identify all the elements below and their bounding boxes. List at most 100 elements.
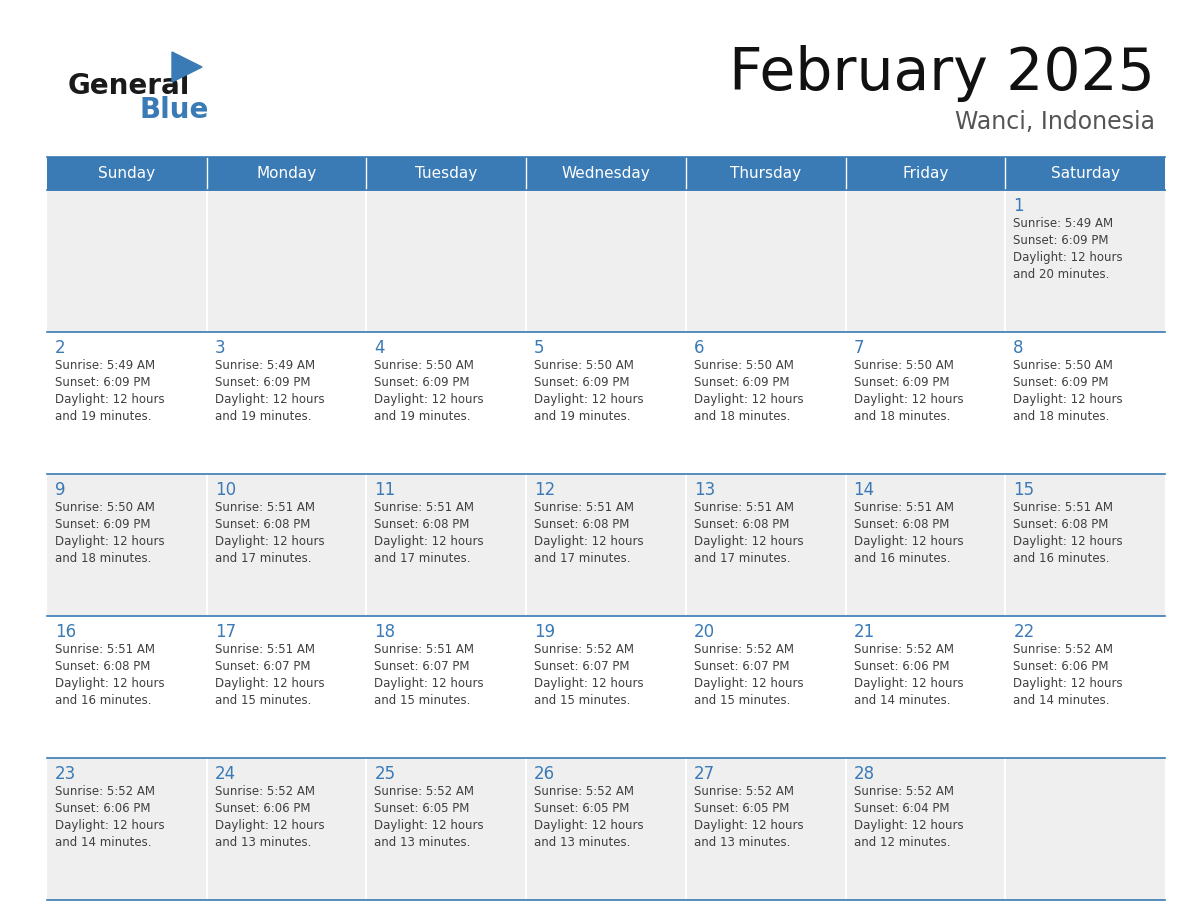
Text: Daylight: 12 hours: Daylight: 12 hours [374, 677, 484, 690]
Text: Sunset: 6:08 PM: Sunset: 6:08 PM [694, 518, 789, 531]
Text: Sunrise: 5:50 AM: Sunrise: 5:50 AM [694, 359, 794, 372]
Text: Sunrise: 5:52 AM: Sunrise: 5:52 AM [694, 785, 794, 798]
Text: and 20 minutes.: and 20 minutes. [1013, 268, 1110, 281]
Text: Sunset: 6:05 PM: Sunset: 6:05 PM [374, 802, 469, 815]
Bar [48, 190, 1165, 332]
Text: and 19 minutes.: and 19 minutes. [535, 410, 631, 423]
Text: Sunrise: 5:50 AM: Sunrise: 5:50 AM [374, 359, 474, 372]
Text: 22: 22 [1013, 623, 1035, 641]
Text: Daylight: 12 hours: Daylight: 12 hours [535, 819, 644, 832]
Text: Daylight: 12 hours: Daylight: 12 hours [1013, 677, 1123, 690]
Text: Wednesday: Wednesday [562, 166, 650, 181]
Text: Daylight: 12 hours: Daylight: 12 hours [215, 535, 324, 548]
Text: Daylight: 12 hours: Daylight: 12 hours [374, 819, 484, 832]
Text: and 15 minutes.: and 15 minutes. [374, 694, 470, 707]
Bar [48, 332, 1165, 474]
Text: 14: 14 [853, 481, 874, 499]
Text: and 17 minutes.: and 17 minutes. [694, 552, 790, 565]
Text: and 14 minutes.: and 14 minutes. [55, 836, 152, 849]
Text: Sunrise: 5:52 AM: Sunrise: 5:52 AM [535, 643, 634, 656]
Text: Daylight: 12 hours: Daylight: 12 hours [535, 393, 644, 406]
Text: Daylight: 12 hours: Daylight: 12 hours [853, 677, 963, 690]
Text: Daylight: 12 hours: Daylight: 12 hours [374, 535, 484, 548]
Text: Sunrise: 5:49 AM: Sunrise: 5:49 AM [1013, 217, 1113, 230]
Text: Daylight: 12 hours: Daylight: 12 hours [1013, 535, 1123, 548]
Text: and 18 minutes.: and 18 minutes. [1013, 410, 1110, 423]
Text: 21: 21 [853, 623, 874, 641]
Text: Sunset: 6:09 PM: Sunset: 6:09 PM [215, 376, 310, 389]
Text: and 15 minutes.: and 15 minutes. [535, 694, 631, 707]
Text: Daylight: 12 hours: Daylight: 12 hours [853, 535, 963, 548]
Text: Sunset: 6:04 PM: Sunset: 6:04 PM [853, 802, 949, 815]
Text: and 16 minutes.: and 16 minutes. [853, 552, 950, 565]
Bar [366, 157, 526, 190]
Text: 17: 17 [215, 623, 236, 641]
Text: and 17 minutes.: and 17 minutes. [535, 552, 631, 565]
Text: Sunrise: 5:52 AM: Sunrise: 5:52 AM [374, 785, 474, 798]
Text: Sunset: 6:09 PM: Sunset: 6:09 PM [1013, 376, 1108, 389]
Text: February 2025: February 2025 [729, 45, 1155, 102]
Text: 13: 13 [694, 481, 715, 499]
Text: and 12 minutes.: and 12 minutes. [853, 836, 950, 849]
Text: Daylight: 12 hours: Daylight: 12 hours [694, 677, 803, 690]
Text: Tuesday: Tuesday [415, 166, 478, 181]
Text: Daylight: 12 hours: Daylight: 12 hours [55, 819, 165, 832]
Text: Sunset: 6:08 PM: Sunset: 6:08 PM [1013, 518, 1108, 531]
Text: 18: 18 [374, 623, 396, 641]
Text: 16: 16 [55, 623, 76, 641]
Text: Daylight: 12 hours: Daylight: 12 hours [215, 677, 324, 690]
Text: and 14 minutes.: and 14 minutes. [1013, 694, 1110, 707]
Text: Sunset: 6:08 PM: Sunset: 6:08 PM [55, 660, 151, 673]
Text: Daylight: 12 hours: Daylight: 12 hours [215, 819, 324, 832]
Text: Daylight: 12 hours: Daylight: 12 hours [535, 535, 644, 548]
Text: 2: 2 [55, 339, 65, 357]
Text: Daylight: 12 hours: Daylight: 12 hours [374, 393, 484, 406]
Text: and 17 minutes.: and 17 minutes. [374, 552, 470, 565]
Text: Daylight: 12 hours: Daylight: 12 hours [694, 393, 803, 406]
Text: Sunrise: 5:52 AM: Sunrise: 5:52 AM [694, 643, 794, 656]
Text: Friday: Friday [902, 166, 948, 181]
Bar [48, 758, 1165, 900]
Text: Sunrise: 5:51 AM: Sunrise: 5:51 AM [1013, 501, 1113, 514]
Text: Sunset: 6:09 PM: Sunset: 6:09 PM [1013, 234, 1108, 247]
Text: Sunrise: 5:50 AM: Sunrise: 5:50 AM [1013, 359, 1113, 372]
Text: 11: 11 [374, 481, 396, 499]
Text: Sunrise: 5:51 AM: Sunrise: 5:51 AM [215, 643, 315, 656]
Text: Daylight: 12 hours: Daylight: 12 hours [215, 393, 324, 406]
Text: Sunset: 6:09 PM: Sunset: 6:09 PM [694, 376, 789, 389]
Text: 4: 4 [374, 339, 385, 357]
Text: Sunrise: 5:49 AM: Sunrise: 5:49 AM [55, 359, 156, 372]
Text: Sunset: 6:07 PM: Sunset: 6:07 PM [535, 660, 630, 673]
Text: Sunset: 6:06 PM: Sunset: 6:06 PM [853, 660, 949, 673]
Text: 28: 28 [853, 765, 874, 783]
Text: 6: 6 [694, 339, 704, 357]
Text: 7: 7 [853, 339, 864, 357]
Text: Sunrise: 5:52 AM: Sunrise: 5:52 AM [55, 785, 154, 798]
Text: Sunday: Sunday [99, 166, 156, 181]
Text: Saturday: Saturday [1050, 166, 1119, 181]
Text: and 15 minutes.: and 15 minutes. [694, 694, 790, 707]
Text: Sunset: 6:05 PM: Sunset: 6:05 PM [694, 802, 789, 815]
Text: and 19 minutes.: and 19 minutes. [215, 410, 311, 423]
Text: Monday: Monday [257, 166, 317, 181]
Text: 3: 3 [215, 339, 226, 357]
Text: and 18 minutes.: and 18 minutes. [853, 410, 950, 423]
Bar [526, 157, 685, 190]
Text: and 15 minutes.: and 15 minutes. [215, 694, 311, 707]
Text: Sunrise: 5:51 AM: Sunrise: 5:51 AM [215, 501, 315, 514]
Text: 19: 19 [535, 623, 555, 641]
Text: 12: 12 [535, 481, 556, 499]
Text: 1: 1 [1013, 197, 1024, 215]
Text: 20: 20 [694, 623, 715, 641]
Text: Daylight: 12 hours: Daylight: 12 hours [853, 393, 963, 406]
Text: Sunrise: 5:51 AM: Sunrise: 5:51 AM [374, 643, 474, 656]
Text: Blue: Blue [140, 96, 209, 124]
Text: Sunrise: 5:51 AM: Sunrise: 5:51 AM [853, 501, 954, 514]
Text: Sunrise: 5:50 AM: Sunrise: 5:50 AM [55, 501, 154, 514]
Polygon shape [172, 52, 202, 82]
Text: Sunset: 6:09 PM: Sunset: 6:09 PM [55, 518, 151, 531]
Text: Sunrise: 5:50 AM: Sunrise: 5:50 AM [853, 359, 954, 372]
Text: Sunset: 6:09 PM: Sunset: 6:09 PM [374, 376, 470, 389]
Text: Daylight: 12 hours: Daylight: 12 hours [55, 393, 165, 406]
Bar [1005, 157, 1165, 190]
